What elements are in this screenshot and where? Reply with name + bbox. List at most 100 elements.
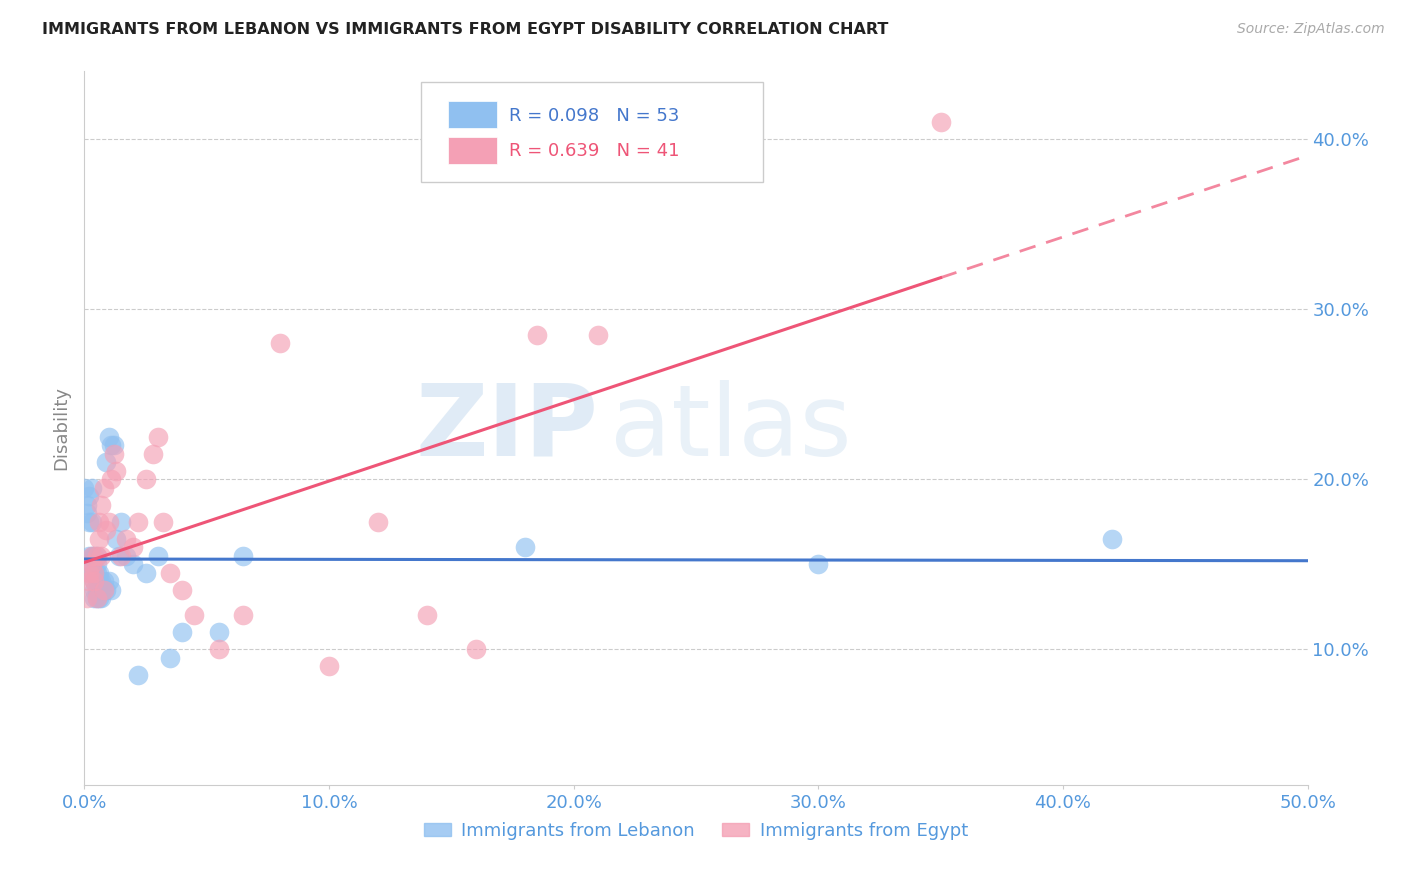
- Point: [90, 582, 112, 597]
- Point: [146, 549, 169, 563]
- Point: [87, 566, 110, 580]
- Point: [76, 591, 98, 605]
- Point: [103, 438, 125, 452]
- Point: [87, 591, 110, 605]
- Point: [86, 549, 108, 563]
- Point: [318, 659, 340, 673]
- Point: [146, 430, 169, 444]
- Point: [80, 566, 103, 580]
- Point: [135, 472, 157, 486]
- Point: [1101, 532, 1123, 546]
- Point: [100, 438, 122, 452]
- Text: Source: ZipAtlas.com: Source: ZipAtlas.com: [1237, 22, 1385, 37]
- Point: [107, 549, 129, 563]
- Point: [127, 667, 149, 681]
- Point: [105, 464, 128, 478]
- Point: [526, 327, 548, 342]
- Point: [110, 549, 132, 563]
- Point: [142, 447, 165, 461]
- Point: [513, 540, 536, 554]
- Point: [80, 557, 103, 571]
- Point: [86, 549, 108, 563]
- Point: [159, 650, 181, 665]
- Point: [367, 515, 389, 529]
- Point: [152, 515, 174, 529]
- Point: [115, 549, 138, 563]
- Point: [83, 574, 105, 588]
- Point: [76, 506, 98, 520]
- Point: [90, 591, 112, 605]
- Point: [86, 557, 108, 571]
- Point: [416, 608, 439, 623]
- Point: [77, 574, 100, 588]
- Point: [77, 566, 100, 580]
- Point: [135, 566, 157, 580]
- Point: [83, 566, 105, 580]
- Point: [464, 642, 486, 657]
- Point: [929, 115, 952, 129]
- Point: [77, 549, 100, 563]
- Point: [208, 625, 231, 640]
- Point: [586, 327, 609, 342]
- Point: [83, 549, 105, 563]
- Point: [96, 523, 118, 537]
- Point: [97, 430, 120, 444]
- Point: [86, 591, 108, 605]
- Point: [93, 574, 115, 588]
- Point: [93, 481, 115, 495]
- Point: [77, 515, 100, 529]
- Text: ZIP: ZIP: [415, 380, 598, 476]
- Point: [80, 481, 103, 495]
- Point: [76, 498, 98, 512]
- Point: [807, 557, 830, 571]
- Y-axis label: Disability: Disability: [52, 386, 70, 470]
- Point: [93, 582, 115, 597]
- Point: [96, 455, 118, 469]
- Point: [100, 472, 122, 486]
- Point: [183, 608, 205, 623]
- Point: [90, 574, 112, 588]
- Point: [159, 566, 181, 580]
- Point: [73, 481, 96, 495]
- Point: [122, 557, 145, 571]
- Point: [96, 582, 118, 597]
- Point: [269, 336, 291, 351]
- Text: R = 0.639   N = 41: R = 0.639 N = 41: [509, 143, 679, 161]
- Text: IMMIGRANTS FROM LEBANON VS IMMIGRANTS FROM EGYPT DISABILITY CORRELATION CHART: IMMIGRANTS FROM LEBANON VS IMMIGRANTS FR…: [42, 22, 889, 37]
- Point: [110, 515, 132, 529]
- Point: [87, 574, 110, 588]
- FancyBboxPatch shape: [420, 82, 763, 182]
- Point: [86, 566, 108, 580]
- Point: [80, 549, 103, 563]
- Point: [127, 515, 149, 529]
- Point: [86, 582, 108, 597]
- Point: [80, 515, 103, 529]
- Point: [83, 591, 105, 605]
- Point: [103, 447, 125, 461]
- Point: [93, 582, 115, 597]
- Point: [83, 566, 105, 580]
- Legend: Immigrants from Lebanon, Immigrants from Egypt: Immigrants from Lebanon, Immigrants from…: [416, 815, 976, 847]
- Point: [232, 608, 254, 623]
- Point: [122, 540, 145, 554]
- Point: [83, 582, 105, 597]
- FancyBboxPatch shape: [447, 137, 496, 164]
- Point: [86, 591, 108, 605]
- Point: [83, 574, 105, 588]
- Point: [86, 574, 108, 588]
- Point: [77, 489, 100, 503]
- FancyBboxPatch shape: [447, 102, 496, 128]
- Point: [172, 625, 194, 640]
- Point: [87, 532, 110, 546]
- Text: R = 0.098   N = 53: R = 0.098 N = 53: [509, 107, 679, 125]
- Point: [90, 498, 112, 512]
- Point: [232, 549, 254, 563]
- Point: [172, 582, 194, 597]
- Point: [97, 515, 120, 529]
- Point: [97, 574, 120, 588]
- Point: [80, 549, 103, 563]
- Point: [87, 582, 110, 597]
- Point: [80, 557, 103, 571]
- Point: [115, 532, 138, 546]
- Point: [87, 515, 110, 529]
